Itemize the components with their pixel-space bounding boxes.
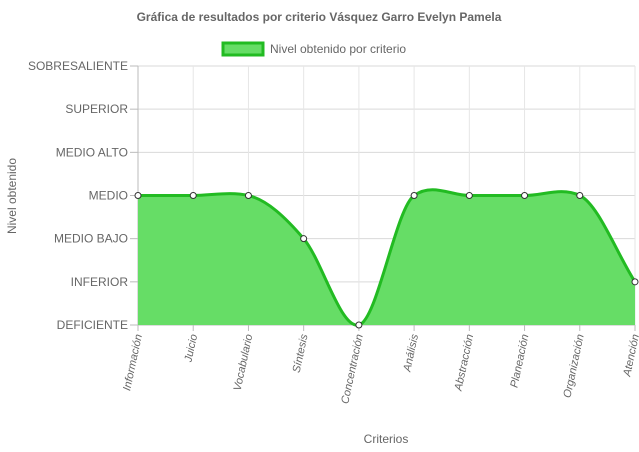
legend-swatch: [221, 41, 265, 57]
y-axis-ticks: DEFICIENTE INFERIOR MEDIO BAJO MEDIO MEDIO A…: [28, 59, 128, 332]
x-tick-label: Análisis: [401, 333, 421, 374]
chart-title: Gráfica de resultados por criterio Vásqu…: [137, 10, 502, 24]
x-tick-label: Organización: [561, 333, 586, 399]
x-axis-ticks: Información Juicio Vocabulario Síntesis Conc…: [121, 333, 639, 405]
y-tick-label: DEFICIENTE: [57, 318, 128, 332]
x-axis-title: Criterios: [364, 432, 409, 446]
legend-label: Nivel obtenido por criterio: [270, 42, 406, 56]
series-area: [138, 189, 635, 326]
data-point[interactable]: [410, 192, 418, 199]
x-tick-label: Juicio: [182, 333, 200, 364]
y-tick-label: MEDIO BAJO: [54, 232, 128, 246]
x-tick-label: Información: [121, 333, 145, 392]
data-point[interactable]: [300, 235, 308, 243]
x-tick-label: Planeación: [508, 333, 531, 389]
data-point[interactable]: [465, 192, 473, 199]
x-tick-label: Vocabulario: [232, 333, 256, 392]
data-point[interactable]: [355, 321, 363, 329]
data-point[interactable]: [576, 192, 584, 199]
legend[interactable]: Nivel obtenido por criterio: [221, 41, 406, 57]
x-tick-label: Atención: [621, 333, 639, 378]
data-point[interactable]: [189, 192, 197, 199]
y-tick-label: INFERIOR: [71, 275, 129, 289]
x-tick-label: Abstracción: [452, 333, 476, 393]
y-tick-label: SOBRESALIENTE: [28, 59, 128, 73]
y-axis-title: Nivel obtenido: [5, 158, 19, 234]
x-tick-label: Concentración: [339, 333, 365, 405]
x-tick-label: Síntesis: [291, 333, 311, 374]
y-tick-label: SUPERIOR: [65, 102, 128, 116]
data-point[interactable]: [631, 278, 639, 286]
series-points: [134, 192, 639, 329]
series-line: [138, 188, 637, 327]
data-point[interactable]: [134, 192, 142, 199]
data-point[interactable]: [521, 192, 529, 199]
y-tick-label: MEDIO ALTO: [56, 145, 128, 159]
data-point[interactable]: [244, 192, 252, 199]
y-tick-label: MEDIO: [89, 189, 128, 203]
